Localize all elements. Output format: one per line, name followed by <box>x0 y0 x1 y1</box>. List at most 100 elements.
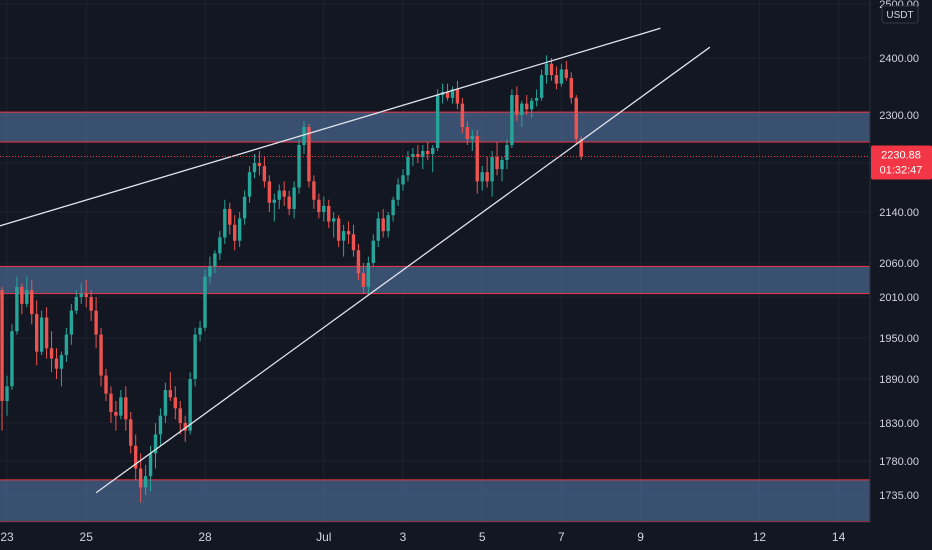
candle-body <box>500 160 504 170</box>
candle <box>119 390 123 420</box>
time-tick-label: 3 <box>400 530 407 544</box>
candle <box>94 297 98 349</box>
candle <box>495 142 499 176</box>
candle <box>346 221 351 244</box>
candle-body <box>455 89 460 104</box>
price-axis-panel[interactable] <box>870 0 932 522</box>
candle-body <box>366 263 371 287</box>
axis-corner <box>870 522 932 550</box>
time-tick-label: 12 <box>753 530 767 544</box>
candle <box>406 151 410 182</box>
time-axis-panel[interactable] <box>0 522 870 550</box>
candle <box>20 283 24 315</box>
candle-body <box>574 97 578 139</box>
candle <box>292 181 296 219</box>
candle-body <box>5 386 9 401</box>
candle-body <box>534 97 539 101</box>
candle-body <box>124 397 128 420</box>
candle <box>208 256 212 284</box>
candle <box>257 151 262 176</box>
candle <box>341 224 346 257</box>
candle <box>272 193 276 222</box>
candle <box>475 130 479 194</box>
candle-body <box>89 297 93 311</box>
candle <box>35 300 39 366</box>
candle <box>247 166 252 203</box>
current-price-value: 2230.88 <box>881 149 921 161</box>
candle <box>411 148 415 167</box>
candle <box>396 178 400 206</box>
candle-body <box>104 375 108 394</box>
candle-body <box>525 103 529 110</box>
candle-body <box>183 423 187 431</box>
candle-body <box>510 95 514 145</box>
candle <box>198 320 202 342</box>
candle-body <box>564 69 569 78</box>
price-tick-label: 2010.00 <box>879 292 919 304</box>
candle-body <box>495 157 499 170</box>
zone-0 <box>0 112 870 142</box>
candle-countdown: 01:32:47 <box>880 164 923 176</box>
candle-body <box>539 75 544 98</box>
candle <box>450 86 455 104</box>
price-tick-label: 1780.00 <box>879 456 919 468</box>
candle <box>401 169 405 191</box>
candle <box>228 202 232 235</box>
candle <box>505 139 509 170</box>
candle-body <box>213 253 217 267</box>
candle <box>549 58 554 81</box>
candles <box>0 55 583 503</box>
candle-body <box>25 290 29 304</box>
candle <box>193 327 197 387</box>
trendline-1[interactable] <box>95 46 711 494</box>
candle-body <box>480 172 484 182</box>
candle-body <box>292 187 296 209</box>
candle <box>213 250 217 274</box>
candle <box>421 145 425 170</box>
candle <box>69 303 74 345</box>
candle <box>138 453 143 503</box>
candle-body <box>35 314 39 352</box>
candle <box>282 181 286 206</box>
candle <box>25 276 29 308</box>
price-tick-label: 2300.00 <box>879 110 919 122</box>
candle-body <box>69 310 74 335</box>
candle-body <box>435 95 440 148</box>
candle-body <box>242 196 247 219</box>
candle-body <box>544 63 549 76</box>
candle-body <box>381 218 385 232</box>
plot-background <box>0 0 870 522</box>
candle-body <box>223 208 227 238</box>
candle-body <box>79 293 83 297</box>
price-tick-label: 1830.00 <box>879 418 919 430</box>
candle <box>544 55 549 84</box>
candle-body <box>421 151 425 157</box>
candle <box>114 401 118 431</box>
candle-body <box>84 293 88 297</box>
candle-body <box>282 190 286 197</box>
candle <box>203 269 207 332</box>
candle-body <box>520 103 524 115</box>
time-tick-label: 25 <box>80 530 94 544</box>
candle <box>460 97 465 133</box>
candle <box>143 464 148 495</box>
candle-body <box>411 154 415 157</box>
candle <box>569 72 573 104</box>
candle-body <box>332 218 336 222</box>
candle <box>530 97 534 118</box>
candle-body <box>119 397 123 416</box>
candle-body <box>579 139 583 157</box>
candle <box>178 401 182 435</box>
candle <box>490 151 494 197</box>
candle-body <box>386 215 390 232</box>
candle-body <box>302 127 306 145</box>
price-tick-label: 1950.00 <box>879 333 919 345</box>
candle <box>470 130 474 151</box>
candle-body <box>327 205 331 222</box>
candle <box>559 63 564 87</box>
candle-body <box>193 334 197 379</box>
candle <box>129 412 133 454</box>
candle <box>480 166 484 191</box>
trendline-0[interactable] <box>0 27 661 231</box>
